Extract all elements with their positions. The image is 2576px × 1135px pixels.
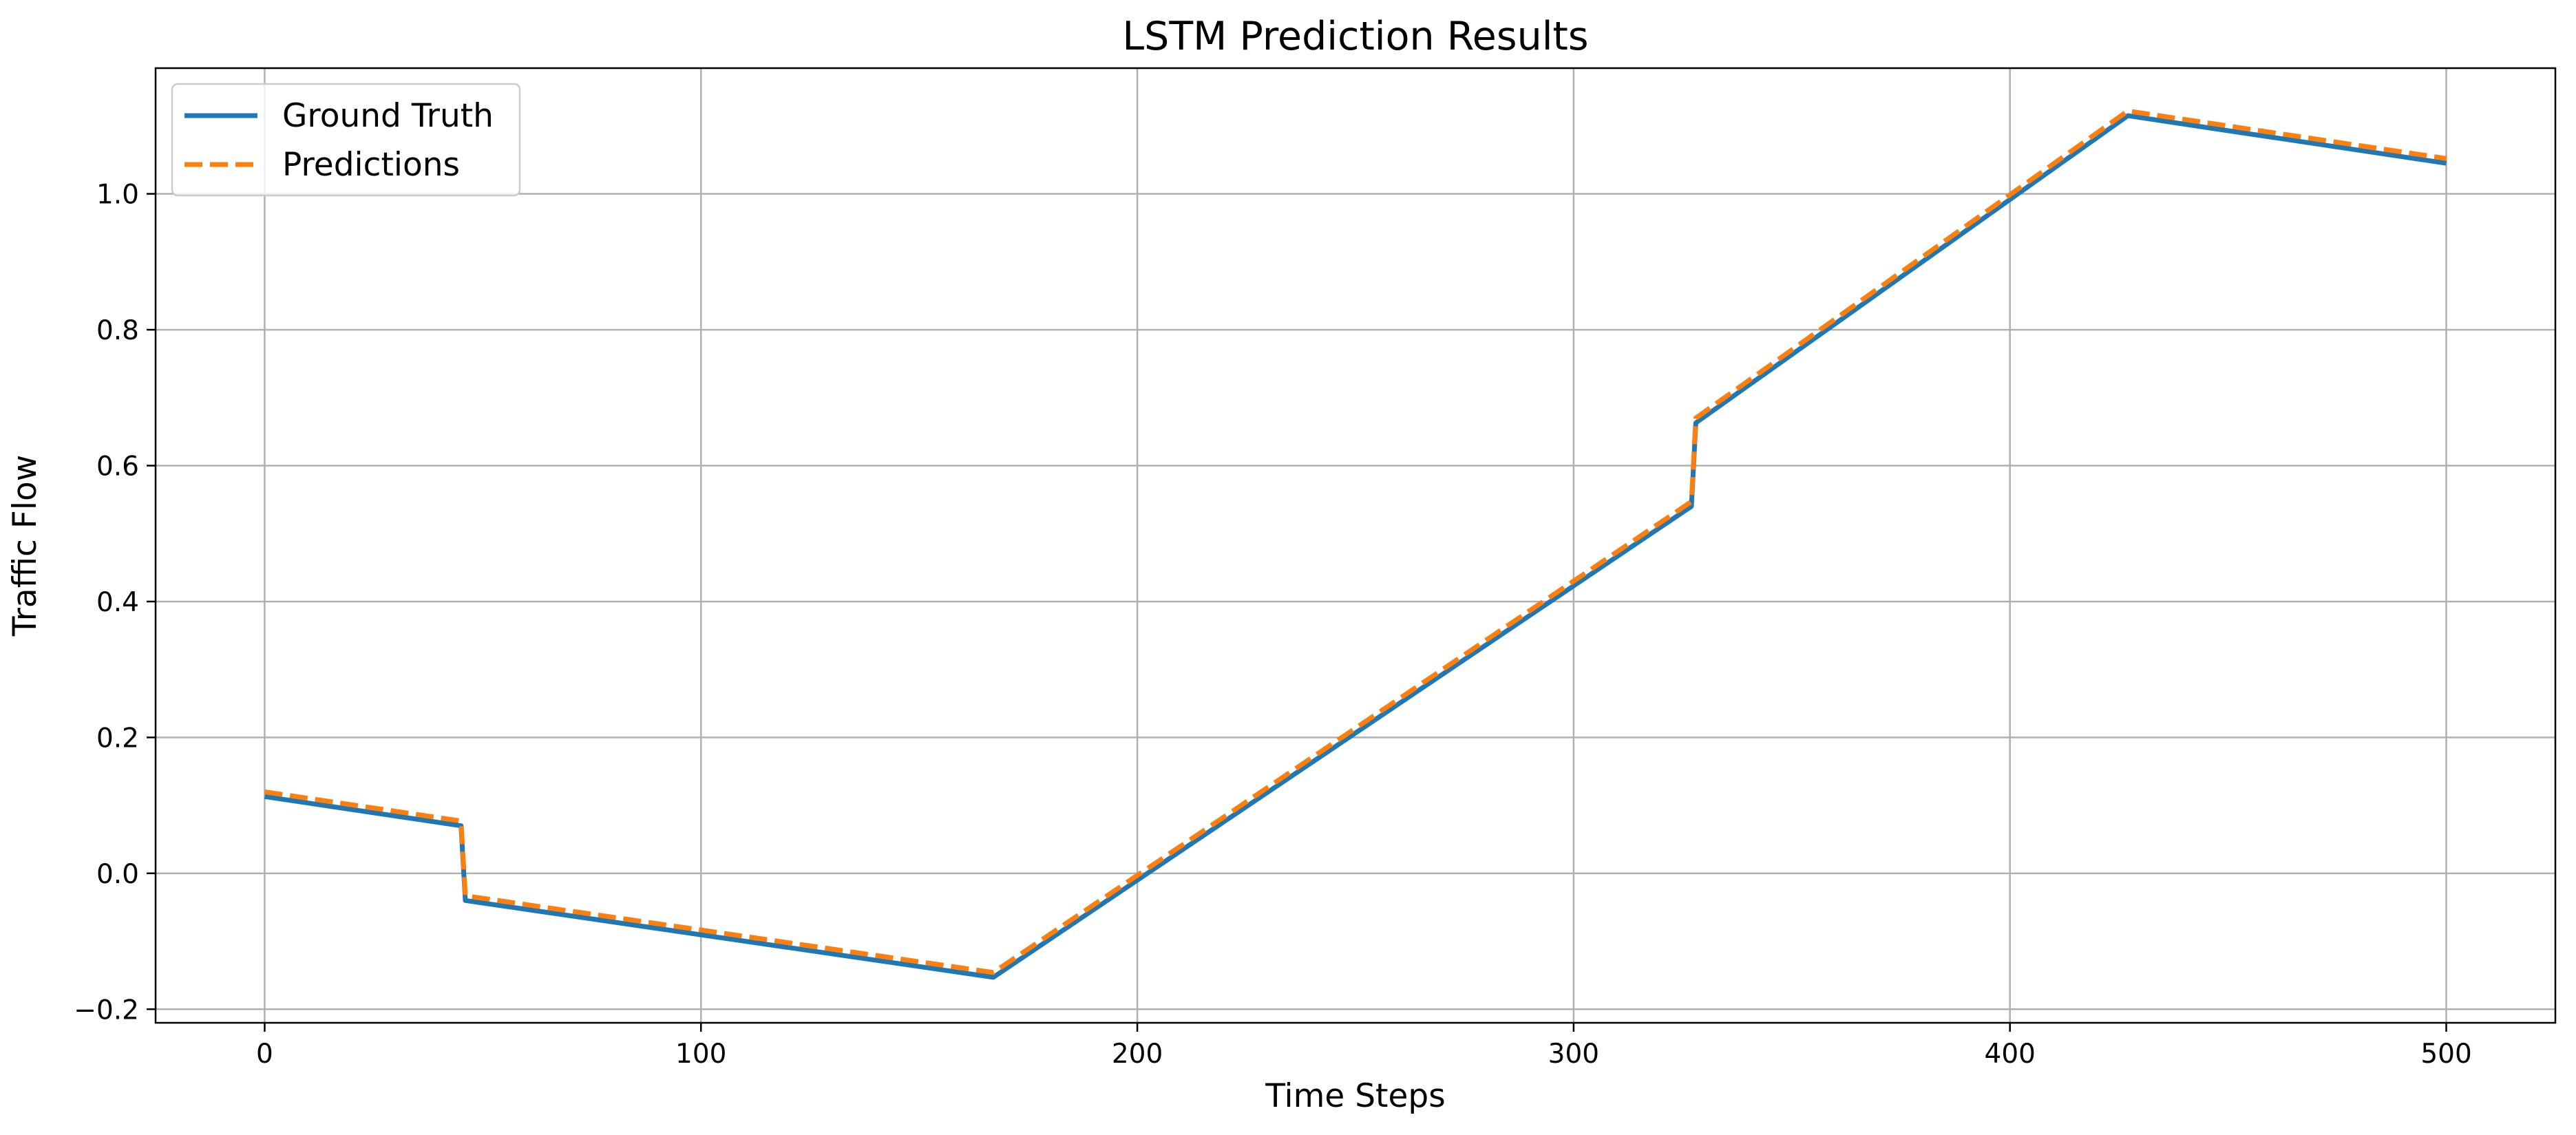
y-tick-label: 0.0 bbox=[96, 859, 139, 890]
x-axis-label: Time Steps bbox=[1265, 1077, 1445, 1115]
y-tick-label: 0.8 bbox=[96, 315, 139, 346]
legend-label-predictions: Predictions bbox=[282, 146, 460, 184]
x-tick-label: 300 bbox=[1548, 1039, 1599, 1070]
legend: Ground Truth Predictions bbox=[171, 83, 521, 197]
chart-title: LSTM Prediction Results bbox=[1122, 14, 1588, 59]
x-tick-label: 0 bbox=[256, 1039, 273, 1070]
series-layer bbox=[264, 108, 2447, 980]
legend-label-ground-truth: Ground Truth bbox=[282, 97, 494, 135]
x-tick-label: 400 bbox=[1985, 1039, 2036, 1070]
y-tick-label: 0.4 bbox=[96, 587, 139, 618]
y-tick-label: 1.0 bbox=[96, 180, 139, 211]
x-tick-label: 200 bbox=[1112, 1039, 1163, 1070]
x-tick-label: 500 bbox=[2420, 1039, 2471, 1070]
grid bbox=[156, 68, 2555, 1023]
y-tick-label: 0.2 bbox=[96, 723, 139, 754]
legend-frame bbox=[171, 83, 521, 197]
y-axis-label: Traffic Flow bbox=[6, 455, 44, 637]
y-tick-label: 0.6 bbox=[96, 452, 139, 482]
x-tick-label: 100 bbox=[675, 1039, 726, 1070]
series-line-predictions bbox=[264, 108, 2447, 975]
y-tick-label: −0.2 bbox=[74, 995, 139, 1026]
plot-frame bbox=[154, 67, 2557, 1024]
ticks: 0 100 200 300 400 500 −0.2 0.0 0.2 0.4 0.6 0.8 1.0 bbox=[74, 180, 2471, 1070]
